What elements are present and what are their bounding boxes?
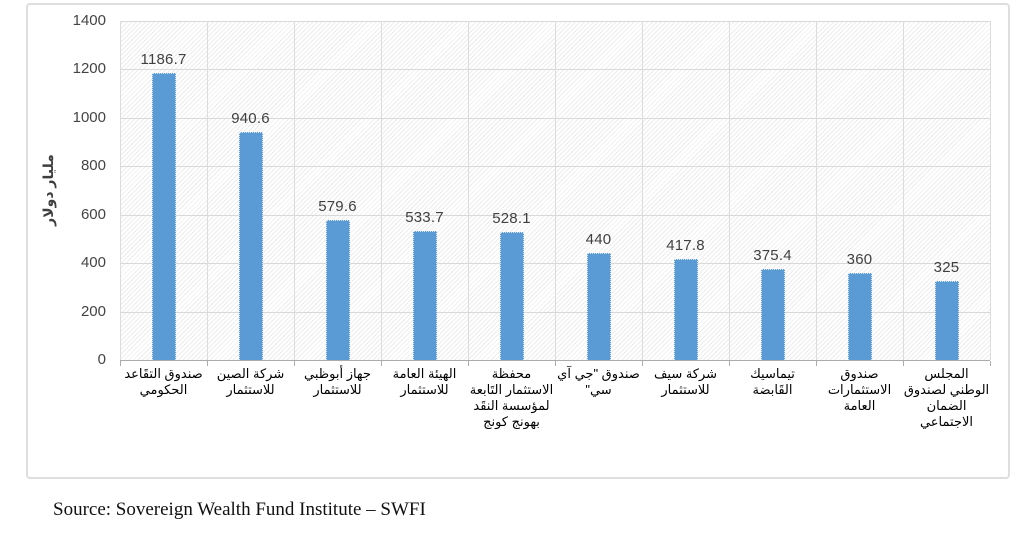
- bar-value-label: 375.4: [753, 247, 792, 265]
- x-axis-tick-mark: [381, 361, 382, 366]
- x-axis-tick-mark: [903, 361, 904, 366]
- vertical-gridline: [468, 21, 469, 360]
- vertical-gridline: [816, 21, 817, 360]
- x-axis-category-label: صندوق "جي آي سي": [557, 366, 640, 397]
- bar-value-label: 1186.7: [140, 50, 187, 68]
- y-axis-tick-label: 0: [97, 351, 106, 368]
- bar: [499, 232, 524, 360]
- vertical-gridline: [729, 21, 730, 360]
- x-axis-category-label: المجلس الوطني لصندوق الضمان الاجتماعي: [903, 366, 990, 429]
- vertical-gridline: [294, 21, 295, 360]
- y-axis-tick-label: 800: [80, 157, 106, 175]
- x-axis-category-label: شركة الصين للاستثمار: [216, 366, 285, 397]
- bar-value-label: 325: [933, 259, 960, 277]
- bar-value-label: 360: [846, 250, 873, 268]
- vertical-gridline: [120, 21, 121, 360]
- y-axis-title: مليار دولار: [40, 154, 56, 226]
- x-axis-category-label: جهاز أبوظبي للاستثمار: [304, 366, 371, 397]
- x-axis-tick-mark: [729, 361, 730, 366]
- x-axis-tick-mark: [294, 361, 295, 366]
- bar: [586, 253, 611, 360]
- bar-value-label: 528.1: [492, 210, 531, 228]
- x-axis-tick-mark: [642, 361, 643, 366]
- vertical-gridline: [642, 21, 643, 360]
- bar: [673, 258, 698, 360]
- bar: [412, 230, 437, 360]
- x-axis-tick-mark: [207, 361, 208, 366]
- x-axis-category-label: صندوق التقَاعد الحكومي: [124, 366, 203, 397]
- bar-value-label: 417.8: [666, 236, 705, 254]
- bar: [934, 281, 959, 360]
- x-axis-category-label: محفظة الاستثمار التَابعة لمؤسسة النقَد ب…: [469, 366, 554, 429]
- x-axis-category-label: تيماسيك القَابضة: [750, 366, 795, 397]
- y-axis-tick-label: 200: [80, 302, 106, 320]
- vertical-gridline: [903, 21, 904, 360]
- bar: [760, 269, 785, 360]
- plot-area: 1186.7 940.6 579.6 533.7 528.1 440 417.8 375.4 3…: [120, 21, 991, 361]
- bar: [325, 219, 350, 360]
- x-axis-tick-mark: [468, 361, 469, 366]
- vertical-gridline: [990, 21, 991, 360]
- y-axis-tick-label: 600: [80, 205, 106, 223]
- x-axis-tick-mark: [816, 361, 817, 366]
- y-axis-tick-label: 1200: [72, 60, 106, 78]
- x-axis-tick-mark: [990, 361, 991, 366]
- bar-value-label: 440: [585, 231, 612, 249]
- bar-value-label: 579.6: [318, 197, 357, 215]
- vertical-gridline: [207, 21, 208, 360]
- bar: [238, 132, 263, 360]
- x-axis-tick-mark: [555, 361, 556, 366]
- x-axis-category-label: الهيئة العامة للاستثمار: [392, 366, 457, 397]
- x-axis-category-label: صندوق الاستثمارات العامة: [827, 366, 892, 413]
- vertical-gridline: [555, 21, 556, 360]
- y-axis-tick-label: 400: [80, 254, 106, 272]
- y-axis-tick-label: 1000: [72, 108, 106, 126]
- x-axis-category-label: شركة سيف للاستثمار: [653, 366, 718, 397]
- bar-value-label: 533.7: [405, 208, 444, 226]
- bar-value-label: 940.6: [231, 110, 270, 128]
- x-axis-tick-mark: [120, 361, 121, 366]
- y-axis-tick-label: 1400: [72, 12, 106, 29]
- vertical-gridline: [381, 21, 382, 360]
- source-text: Source: Sovereign Wealth Fund Institute …: [53, 499, 426, 520]
- bar: [151, 72, 176, 360]
- bar: [847, 272, 872, 360]
